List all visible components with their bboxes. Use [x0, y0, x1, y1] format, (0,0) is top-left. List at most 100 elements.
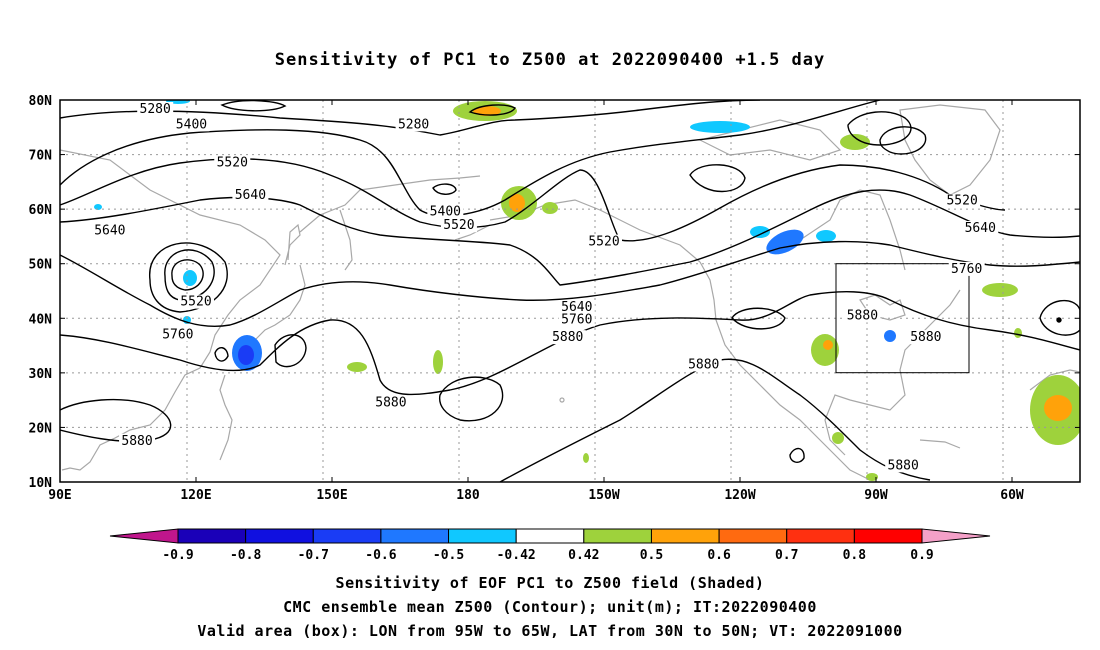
shade-neg-blob — [884, 330, 896, 342]
contour-label-bg — [844, 308, 881, 323]
contour-5520 — [60, 158, 1006, 242]
shade-pos-blob — [583, 453, 589, 463]
lat-label: 80N — [29, 94, 53, 109]
contour-label: 5880 — [552, 330, 583, 345]
colorbar-label: -0.5 — [433, 548, 464, 563]
colorbar-label: 0.5 — [640, 548, 663, 563]
shade-neg-blob — [94, 204, 102, 210]
contour-label-bg — [558, 300, 595, 315]
lat-label: 50N — [29, 258, 53, 273]
contour-label-bg — [372, 395, 409, 410]
colorbar-segment — [515, 528, 585, 544]
contour-5640 — [60, 189, 1080, 286]
contour-label: 5760 — [561, 313, 592, 328]
shade-pos-blob — [542, 202, 558, 214]
colorbar-label: 0.7 — [775, 548, 798, 563]
contour-label: 5640 — [235, 188, 266, 203]
colorbar-label: 0.42 — [568, 548, 599, 563]
shade-pos-blob — [811, 334, 839, 366]
contour-label: 5280 — [398, 117, 429, 132]
contour-5880-ring — [1039, 299, 1080, 336]
colorbar-segment — [312, 528, 382, 544]
shade-pos-blob — [1014, 328, 1022, 338]
contour-label-bg — [119, 433, 156, 448]
contour-labels: 5280540055205640564055205760588058805280… — [91, 102, 999, 473]
contour-5880-low — [60, 398, 172, 443]
colorbar-high-triangle — [921, 528, 991, 544]
shade-neg-blob — [816, 230, 836, 242]
axis-ticks — [59, 99, 1080, 483]
contour-label-bg — [948, 261, 985, 276]
shade-pos-blob — [840, 134, 870, 150]
caption-line-2: CMC ensemble mean Z500 (Contour); unit(m… — [283, 598, 817, 616]
lon-label: 90E — [48, 488, 71, 503]
contour-label-bg — [159, 327, 196, 342]
colorbar-label: -0.42 — [497, 548, 536, 563]
contour-5760 — [60, 240, 1080, 327]
contour-label: 5520 — [443, 218, 474, 233]
lat-label: 20N — [29, 421, 53, 436]
shade-pos-blob — [823, 340, 833, 350]
lon-label: 180 — [456, 488, 480, 503]
contour-label: 5760 — [951, 262, 982, 277]
contour-label-bg — [962, 220, 999, 235]
contour-label-bg — [427, 204, 464, 219]
contour-5880 — [60, 291, 1080, 396]
lon-label: 150W — [588, 488, 619, 503]
colorbar-segment — [718, 528, 788, 544]
contour-5880-ring — [731, 307, 786, 330]
colorbar-label: -0.9 — [162, 548, 193, 563]
lon-label: 120E — [180, 488, 211, 503]
contour-dot — [1056, 317, 1062, 323]
contour-label: 5400 — [430, 205, 461, 220]
gridlines — [60, 100, 1080, 482]
shade-neg-blob — [750, 226, 770, 238]
shade-neg-blob — [690, 121, 750, 133]
colorbar-label: 0.9 — [910, 548, 933, 563]
contour-label: 5640 — [965, 221, 996, 236]
contour-label: 5880 — [847, 308, 878, 323]
contour-label: 5400 — [176, 117, 207, 132]
colorbar-segment — [786, 528, 855, 544]
contour-label-bg — [549, 330, 586, 345]
colorbar-segment — [177, 528, 247, 544]
colorbar-segment — [853, 528, 923, 544]
shade-pos-blob — [866, 473, 878, 481]
shade-pos-blob — [509, 194, 525, 212]
contour-label-bg — [214, 155, 251, 170]
lat-label: 70N — [29, 149, 53, 164]
contour-5280-ring — [220, 100, 287, 112]
contour-high-ring — [879, 126, 927, 155]
plot-frame — [59, 99, 1081, 483]
shade-neg-blob — [766, 229, 804, 255]
colorbar-segment — [583, 528, 652, 544]
z500-contours — [60, 100, 1080, 482]
contour-label-bg — [232, 188, 269, 203]
contour-label-bg — [558, 312, 595, 327]
contour-low-center — [171, 259, 204, 291]
coastlines — [60, 104, 1080, 481]
contour-label: 5520 — [588, 235, 619, 250]
contour-small — [214, 347, 229, 362]
colorbar-segment — [380, 528, 450, 544]
longitude-labels: 90E 120E 150E 180 150W 120W 90W 60W — [48, 488, 1024, 503]
contour-label-bg — [173, 117, 210, 132]
lat-label: 40N — [29, 312, 53, 327]
contour-label: 5760 — [162, 327, 193, 342]
shade-pos-blob — [832, 432, 844, 444]
contour-label: 5640 — [94, 224, 125, 239]
contour-label: 5280 — [140, 102, 171, 117]
caption-line-3: Valid area (box): LON from 95W to 65W, L… — [197, 622, 903, 640]
colorbar-segment — [650, 528, 720, 544]
contour-label-bg — [586, 234, 622, 249]
colorbar-low-triangle — [109, 528, 179, 544]
colorbar-label: 0.6 — [707, 548, 731, 563]
latitude-labels: 80N 70N 60N 50N 40N 30N 20N 10N — [29, 94, 53, 491]
colorbar-label: -0.8 — [230, 548, 261, 563]
lat-label: 10N — [29, 476, 53, 491]
contour-label: 5640 — [561, 300, 592, 315]
contour-label-bg — [137, 102, 174, 117]
contour-label-bg — [907, 330, 944, 345]
contour-high-ring — [847, 111, 912, 146]
